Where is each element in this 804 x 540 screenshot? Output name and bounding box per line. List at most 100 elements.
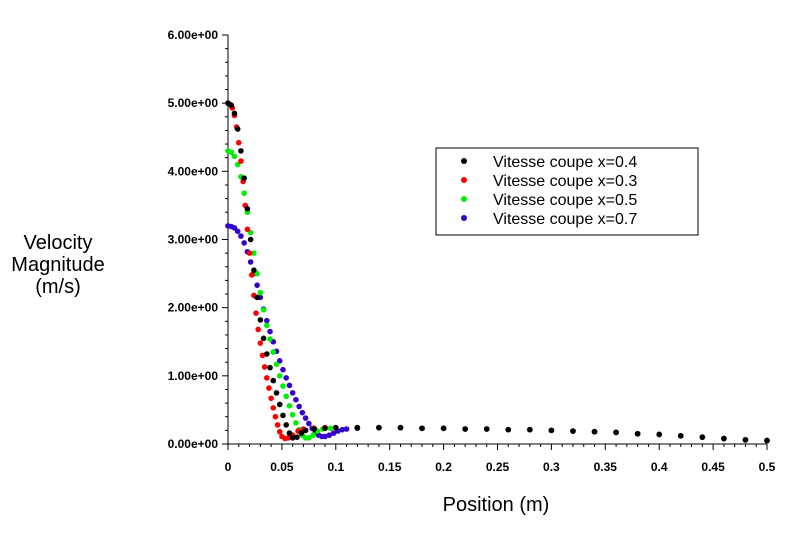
y-tick-label: 5.00e+00	[168, 96, 219, 110]
data-point	[244, 226, 251, 233]
data-point	[241, 175, 247, 181]
data-point	[343, 426, 350, 432]
data-point	[264, 322, 270, 329]
data-point	[235, 139, 242, 146]
data-point	[483, 426, 490, 432]
data-point	[280, 383, 286, 389]
y-axis-title-line-2: Magnitude	[11, 254, 104, 276]
data-point	[247, 236, 254, 243]
data-point	[330, 430, 337, 436]
data-point	[289, 390, 296, 396]
data-point	[289, 435, 296, 441]
x-tick-label: 0.1	[327, 460, 344, 474]
data-point	[296, 403, 302, 410]
data-point	[238, 158, 244, 164]
data-point	[322, 425, 328, 432]
data-point	[264, 351, 270, 357]
y-ticks: 0.00e+00 1.00e+00 2.00e+00 3.00e+00 4.00e+00…	[168, 28, 228, 451]
data-point	[276, 401, 283, 408]
y-tick-label: 4.00e+00	[168, 164, 219, 178]
data-point	[257, 289, 264, 296]
data-point	[286, 403, 293, 409]
data-point	[228, 102, 235, 109]
data-point	[721, 435, 727, 442]
data-point	[280, 366, 286, 373]
data-point	[764, 437, 770, 444]
data-point	[260, 306, 267, 313]
y-axis-title-line-1: Velocity	[24, 232, 93, 254]
data-point	[267, 364, 273, 371]
data-point	[327, 425, 334, 432]
data-point	[259, 352, 266, 359]
x-tick-label: 0.5	[759, 460, 776, 474]
y-tick-label: 0.00e+00	[168, 437, 219, 451]
x-tick-label: 0.2	[435, 460, 452, 474]
data-point	[247, 259, 254, 265]
y-tick-label: 2.00e+00	[168, 301, 219, 315]
x-tick-label: 0.4	[651, 460, 668, 474]
x-axis-title: Position (m)	[443, 494, 550, 516]
data-point	[462, 426, 468, 432]
legend-marker	[461, 177, 467, 183]
data-point	[527, 426, 533, 433]
legend-marker	[461, 158, 467, 164]
data-point	[274, 422, 281, 428]
data-point	[280, 412, 286, 419]
legend: Vitesse coupe x=0.4 Vitesse coupe x=0.3 Vi…	[435, 147, 699, 236]
data-point	[272, 413, 279, 420]
data-point	[310, 432, 316, 438]
data-point	[276, 373, 283, 379]
y-tick-label: 6.00e+00	[168, 28, 219, 42]
data-point	[257, 317, 264, 323]
data-point	[286, 382, 293, 389]
plot-area	[225, 100, 770, 444]
data-point	[286, 430, 293, 436]
x-tick-label: 0.35	[594, 460, 618, 474]
x-tick-label: 0.3	[543, 460, 560, 474]
x-tick-label: 0.05	[270, 460, 294, 474]
data-point	[548, 427, 555, 434]
data-point	[273, 361, 280, 368]
data-point	[677, 433, 684, 439]
series-3	[225, 223, 770, 444]
data-point	[264, 375, 270, 381]
data-point	[440, 425, 447, 432]
legend-label: Vitesse coupe x=0.3	[493, 173, 637, 190]
data-point	[254, 294, 260, 301]
data-point	[260, 335, 267, 342]
legend-items: Vitesse coupe x=0.4 Vitesse coupe x=0.3 Vi…	[461, 154, 637, 228]
data-point	[742, 437, 749, 443]
data-point	[248, 272, 255, 278]
data-point	[299, 409, 306, 416]
data-point	[253, 310, 259, 316]
data-point	[244, 206, 251, 212]
data-point	[339, 426, 346, 433]
data-point	[268, 395, 274, 402]
data-point	[285, 435, 292, 441]
data-point	[293, 420, 299, 426]
data-point	[570, 428, 576, 434]
data-point	[656, 431, 662, 438]
data-point	[257, 340, 264, 346]
x-ticks: 0 0.05 0.1 0.15 0.2 0.25 0.3 0.35 0.4 0.45 0.5	[225, 444, 776, 474]
data-point	[231, 153, 238, 160]
data-point	[255, 326, 261, 333]
legend-box	[435, 147, 699, 236]
data-point	[298, 430, 305, 436]
data-point	[270, 349, 277, 355]
data-point	[354, 424, 361, 431]
data-point	[238, 233, 244, 239]
data-point	[333, 424, 339, 431]
data-point	[270, 405, 277, 411]
data-point	[419, 425, 425, 432]
data-point	[283, 422, 290, 428]
data-point	[241, 190, 247, 196]
data-point	[289, 411, 296, 418]
data-point	[276, 428, 283, 435]
data-point	[234, 228, 241, 235]
data-point	[505, 426, 512, 433]
data-point	[302, 427, 309, 434]
data-point	[302, 415, 309, 421]
x-axis: 0 0.05 0.1 0.15 0.2 0.25 0.3 0.35 0.4 0.45 0.5	[225, 443, 776, 474]
